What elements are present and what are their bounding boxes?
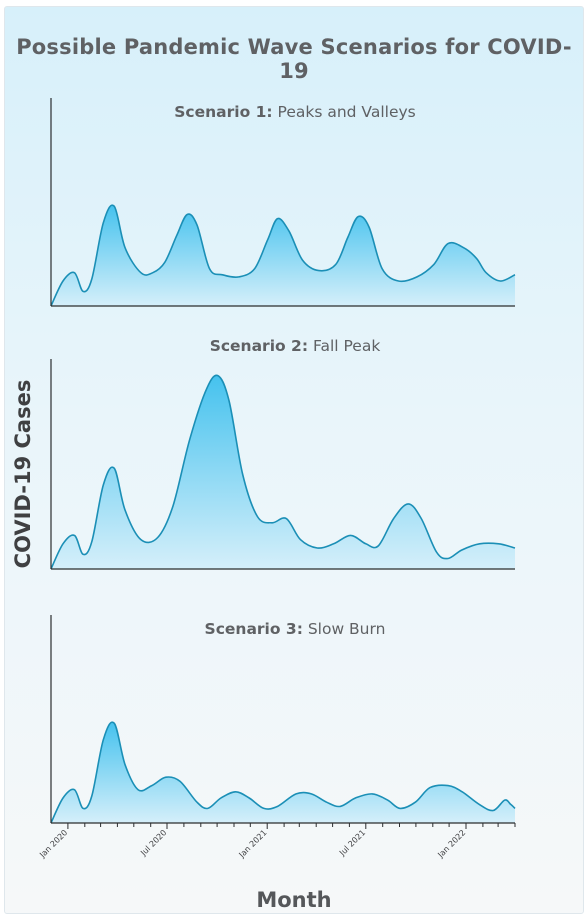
- series-line-2: [50, 374, 516, 570]
- x-tick-label: Jan 2020: [37, 828, 69, 860]
- x-tick-label: Jan 2022: [435, 828, 467, 860]
- panel-title-rest: Peaks and Valleys: [273, 103, 416, 121]
- panel-1: Scenario 1: Peaks and Valleys: [50, 98, 516, 307]
- x-tick-label: Jan 2021: [237, 828, 269, 860]
- panel-title-rest: Slow Burn: [303, 620, 386, 638]
- panel-title-3: Scenario 3: Slow Burn: [205, 620, 386, 638]
- panel-title-bold: Scenario 1:: [174, 103, 272, 121]
- area-fill-3: [51, 722, 515, 823]
- chart-plot: Scenario 1: Peaks and Valleys Scenario 2:…: [37, 98, 516, 860]
- x-tick-label: Jul 2021: [337, 828, 367, 858]
- y-axis-label: COVID-19 Cases: [11, 379, 35, 569]
- panel-title-bold: Scenario 2:: [210, 337, 308, 355]
- x-axis-label: Month: [256, 888, 332, 912]
- panel-title-bold: Scenario 3:: [205, 620, 303, 638]
- panel-2: Scenario 2: Fall Peak: [50, 337, 516, 570]
- panel-title-2: Scenario 2: Fall Peak: [210, 337, 381, 355]
- area-fill-2: [51, 375, 515, 569]
- chart-frame: Possible Pandemic Wave Scenarios for COV…: [4, 6, 584, 914]
- series-line-3: [50, 721, 516, 824]
- panel-3: Scenario 3: Slow Burn Jan 2020 Jul 2020 Jan…: [37, 615, 516, 860]
- series-line-1: [50, 204, 516, 307]
- panel-title-rest: Fall Peak: [308, 337, 380, 355]
- panel-title-1: Scenario 1: Peaks and Valleys: [174, 103, 415, 121]
- area-fill-1: [51, 205, 515, 306]
- x-tick-label: Jul 2020: [138, 828, 168, 858]
- chart-title: Possible Pandemic Wave Scenarios for COV…: [16, 35, 572, 83]
